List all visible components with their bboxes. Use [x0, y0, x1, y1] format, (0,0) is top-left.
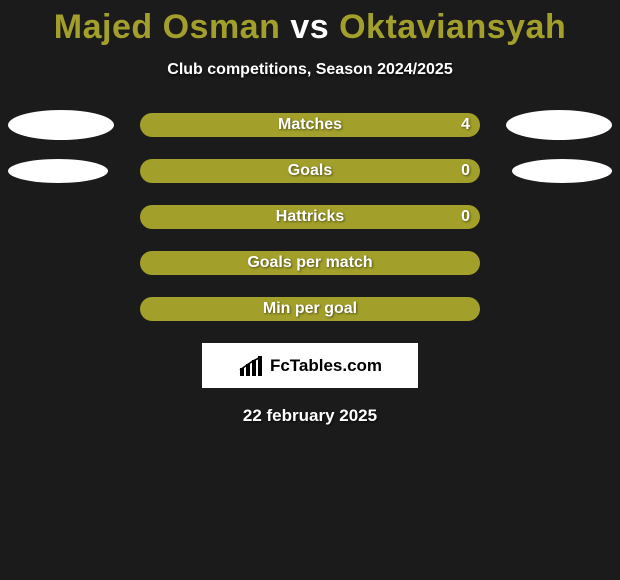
stat-label: Min per goal: [263, 300, 357, 318]
stat-bar: Matches 4: [140, 113, 480, 137]
stat-label: Goals: [288, 162, 332, 180]
vs-text: vs: [290, 8, 329, 46]
stat-label: Matches: [278, 116, 342, 134]
right-blob: [512, 159, 612, 183]
stat-value: 4: [461, 116, 470, 134]
stat-row: Matches 4: [0, 113, 620, 137]
stat-bar: Hattricks 0: [140, 205, 480, 229]
stat-row: Hattricks 0: [0, 205, 620, 229]
stat-value: 0: [461, 208, 470, 226]
stat-row: Min per goal: [0, 297, 620, 321]
comparison-title: Majed Osman vs Oktaviansyah: [0, 0, 620, 47]
left-blob: [8, 159, 108, 183]
stat-row: Goals 0: [0, 159, 620, 183]
date-line: 22 february 2025: [0, 406, 620, 426]
stat-rows: Matches 4 Goals 0 Hattricks 0 Goals per match M…: [0, 113, 620, 321]
stat-label: Hattricks: [276, 208, 344, 226]
player2-name: Oktaviansyah: [339, 8, 566, 46]
logo-box: FcTables.com: [202, 343, 418, 388]
stat-bar: Min per goal: [140, 297, 480, 321]
stat-value: 0: [461, 162, 470, 180]
stat-bar: Goals per match: [140, 251, 480, 275]
left-blob: [8, 110, 114, 140]
bar-chart-icon: [238, 354, 266, 378]
stat-row: Goals per match: [0, 251, 620, 275]
right-blob: [506, 110, 612, 140]
player1-name: Majed Osman: [54, 8, 281, 46]
logo: FcTables.com: [238, 354, 382, 378]
stat-bar: Goals 0: [140, 159, 480, 183]
stat-label: Goals per match: [247, 254, 372, 272]
logo-text: FcTables.com: [270, 356, 382, 376]
subtitle: Club competitions, Season 2024/2025: [0, 61, 620, 79]
